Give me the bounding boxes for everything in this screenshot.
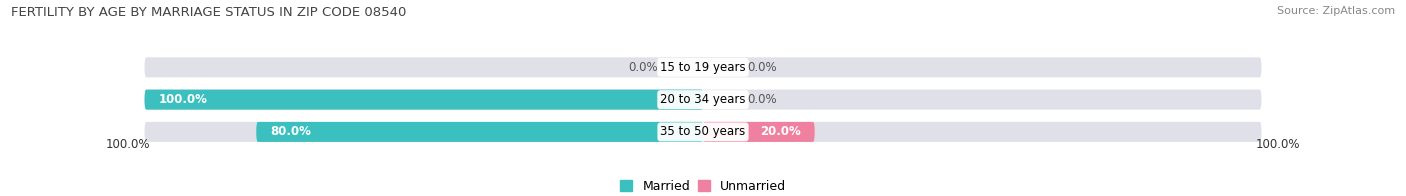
FancyBboxPatch shape xyxy=(145,90,703,110)
Text: 80.0%: 80.0% xyxy=(270,125,311,138)
FancyBboxPatch shape xyxy=(145,90,1261,110)
Text: 100.0%: 100.0% xyxy=(105,138,150,151)
Text: 0.0%: 0.0% xyxy=(628,61,658,74)
Text: 0.0%: 0.0% xyxy=(748,61,778,74)
Text: 35 to 50 years: 35 to 50 years xyxy=(661,125,745,138)
Text: 0.0%: 0.0% xyxy=(748,93,778,106)
FancyBboxPatch shape xyxy=(703,122,814,142)
FancyBboxPatch shape xyxy=(145,57,1261,77)
Text: FERTILITY BY AGE BY MARRIAGE STATUS IN ZIP CODE 08540: FERTILITY BY AGE BY MARRIAGE STATUS IN Z… xyxy=(11,6,406,19)
FancyBboxPatch shape xyxy=(145,122,1261,142)
Legend: Married, Unmarried: Married, Unmarried xyxy=(620,180,786,193)
Text: 100.0%: 100.0% xyxy=(159,93,207,106)
FancyBboxPatch shape xyxy=(256,122,703,142)
Text: Source: ZipAtlas.com: Source: ZipAtlas.com xyxy=(1277,6,1395,16)
Text: 100.0%: 100.0% xyxy=(1256,138,1301,151)
Text: 20 to 34 years: 20 to 34 years xyxy=(661,93,745,106)
Text: 20.0%: 20.0% xyxy=(761,125,801,138)
Text: 15 to 19 years: 15 to 19 years xyxy=(661,61,745,74)
